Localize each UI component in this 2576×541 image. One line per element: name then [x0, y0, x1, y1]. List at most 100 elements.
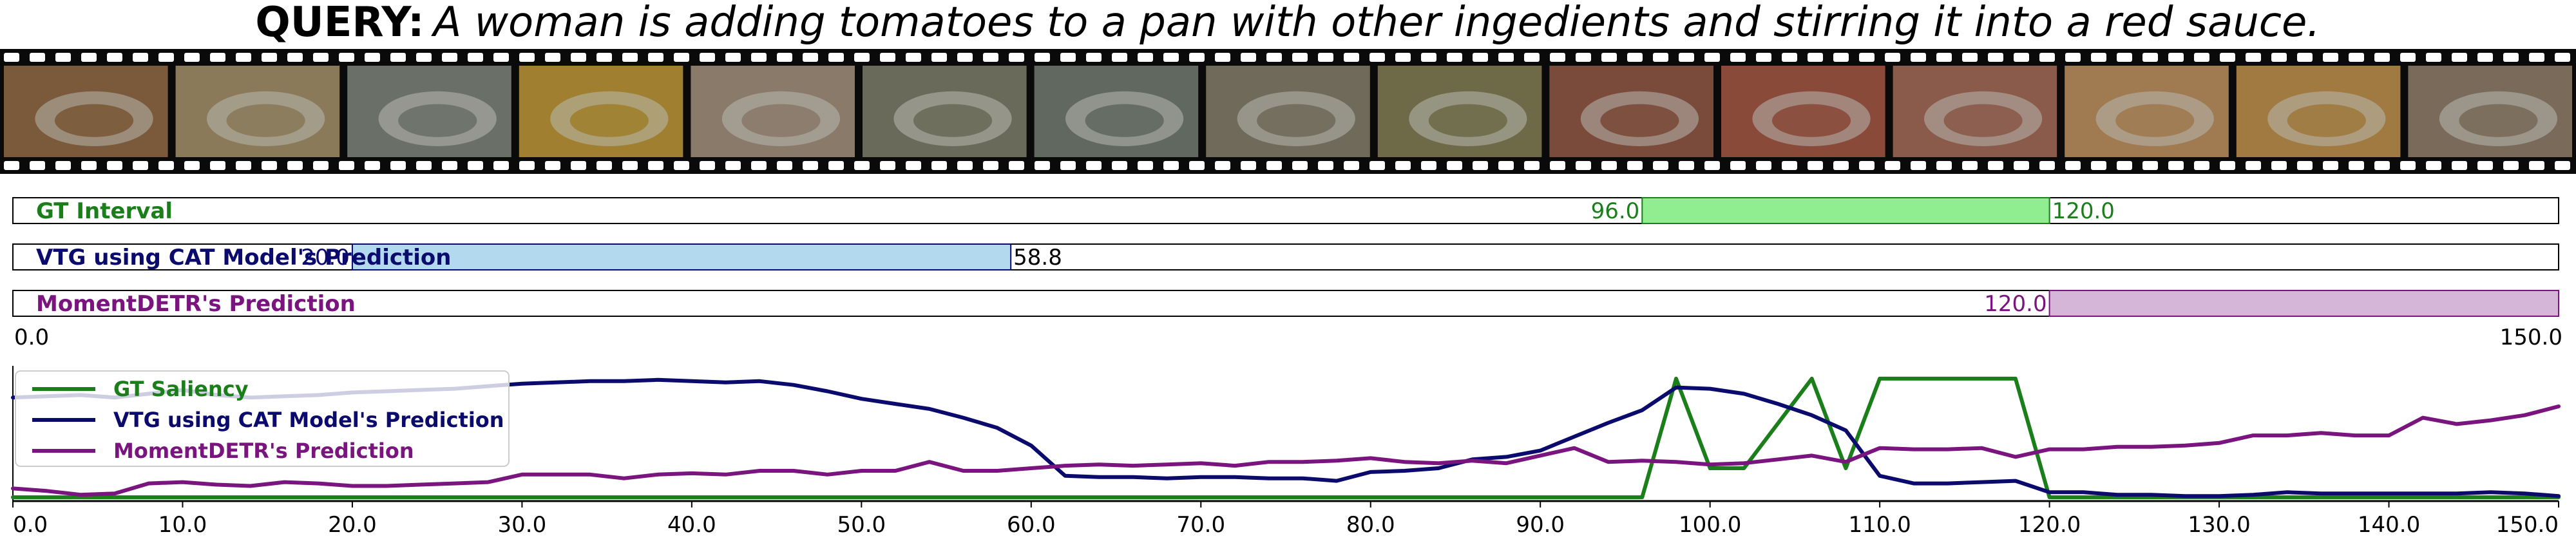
sprocket-hole	[2091, 161, 2106, 170]
sprocket-hole	[4, 53, 19, 62]
video-frame	[2236, 66, 2401, 157]
sprocket-hole	[1782, 161, 1797, 170]
sprocket-hole	[596, 161, 612, 170]
video-frame	[1721, 66, 1885, 157]
sprocket-hole	[2529, 161, 2544, 170]
x-tick-label: 90.0	[1516, 512, 1565, 538]
sprocket-hole	[107, 161, 122, 170]
x-tick-label: 120.0	[2018, 512, 2081, 538]
sprocket-hole	[1524, 161, 1540, 170]
sprocket-hole	[1318, 161, 1333, 170]
x-tick-label: 30.0	[498, 512, 547, 538]
x-tick-label: 0.0	[13, 512, 48, 538]
legend: GT Saliency VTG using CAT Model's Predic…	[15, 370, 510, 467]
sprocket-hole	[1369, 161, 1385, 170]
legend-label-gt: GT Saliency	[113, 377, 249, 401]
sprocket-hole	[1859, 53, 1875, 62]
sprocket-hole	[880, 161, 895, 170]
sprocket-hole	[1318, 53, 1333, 62]
sprocket-hole	[1292, 53, 1308, 62]
sprocket-hole	[957, 161, 973, 170]
sprocket-hole	[1060, 53, 1076, 62]
sprocket-hole	[2477, 161, 2493, 170]
sprocket-hole	[2271, 161, 2287, 170]
sprocket-hole	[571, 53, 586, 62]
food-shape	[2287, 104, 2366, 137]
food-shape	[2459, 104, 2538, 137]
filmstrip	[0, 49, 2576, 174]
x-tick-label: 10.0	[158, 512, 207, 538]
interval-start-label-vtg: 20.0	[301, 245, 350, 270]
video-frame	[863, 66, 1027, 157]
sprocket-hole	[210, 53, 225, 62]
food-shape	[1943, 104, 2023, 137]
video-frame	[1206, 66, 1370, 157]
sprocket-hole	[2168, 53, 2184, 62]
sprocket-hole	[1421, 53, 1436, 62]
video-frame	[4, 66, 168, 157]
sprocket-hole	[700, 53, 715, 62]
sprocket-hole	[2117, 161, 2132, 170]
sprocket-hole	[468, 161, 483, 170]
sprocket-hole	[468, 53, 483, 62]
sprocket-hole	[107, 53, 122, 62]
query-text: A woman is adding tomatoes to a pan with…	[431, 0, 2320, 46]
interval-bar-gt	[1641, 197, 2050, 224]
sprocket-hole	[365, 161, 380, 170]
video-frame	[1034, 66, 1199, 157]
sprocket-hole	[1653, 161, 1668, 170]
food-shape	[1085, 104, 1164, 137]
food-shape	[1600, 104, 1679, 137]
interval-row-gt: GT Interval 96.0 120.0	[12, 197, 2559, 224]
sprocket-hole	[1112, 53, 1127, 62]
sprocket-hole	[777, 161, 792, 170]
sprocket-hole	[648, 161, 663, 170]
sprocket-hole	[2065, 161, 2081, 170]
sprocket-hole	[184, 161, 200, 170]
query-title: QUERY: A woman is adding tomatoes to a pa…	[255, 0, 2320, 46]
sprocket-hole	[2220, 53, 2235, 62]
sprocket-hole	[1756, 161, 1771, 170]
sprocket-hole	[2194, 161, 2209, 170]
sprocket-hole	[1679, 53, 1694, 62]
sprocket-hole	[2374, 161, 2390, 170]
sprocket-hole	[622, 161, 638, 170]
sprocket-hole	[1988, 53, 2003, 62]
sprocket-hole	[2374, 53, 2390, 62]
sprocket-hole	[133, 161, 148, 170]
food-shape	[54, 104, 134, 137]
sprocket-hole	[184, 53, 200, 62]
sprocket-hole	[1653, 53, 1668, 62]
sprocket-hole	[2503, 53, 2519, 62]
video-frame	[347, 66, 511, 157]
sprocket-hole	[442, 53, 457, 62]
sprocket-hole	[571, 161, 586, 170]
saliency-chart: 0.0 10.0 20.0 30.0 40.0 50.0 60.0 70.0 80.0 90.0 1…	[11, 366, 2561, 538]
sprocket-hole	[2426, 161, 2441, 170]
sprocket-hole	[1498, 161, 1514, 170]
sprocket-hole	[1138, 53, 1153, 62]
sprocket-hole	[906, 53, 921, 62]
sprocket-hole	[803, 161, 818, 170]
sprocket-hole	[2014, 53, 2029, 62]
video-frame	[2065, 66, 2229, 157]
sprocket-hole	[2529, 53, 2544, 62]
sprocket-hole	[210, 161, 225, 170]
sprocket-hole	[854, 161, 870, 170]
food-shape	[1257, 104, 1336, 137]
sprocket-hole	[1550, 53, 1565, 62]
sprocket-hole	[1576, 161, 1591, 170]
sprocket-hole	[2503, 161, 2519, 170]
frames	[4, 66, 2572, 157]
sprocket-hole	[596, 53, 612, 62]
sprocket-hole	[1808, 161, 1823, 170]
sprocket-hole	[725, 161, 741, 170]
sprocket-hole	[648, 53, 663, 62]
sprocket-hole	[1911, 161, 1926, 170]
sprocket-hole	[1704, 161, 1720, 170]
legend-label-vtg: VTG using CAT Model's Prediction	[113, 408, 504, 432]
sprocket-hole	[1756, 53, 1771, 62]
sprocket-hole	[2091, 53, 2106, 62]
sprocket-hole	[1627, 161, 1643, 170]
x-tick-label: 130.0	[2188, 512, 2250, 538]
